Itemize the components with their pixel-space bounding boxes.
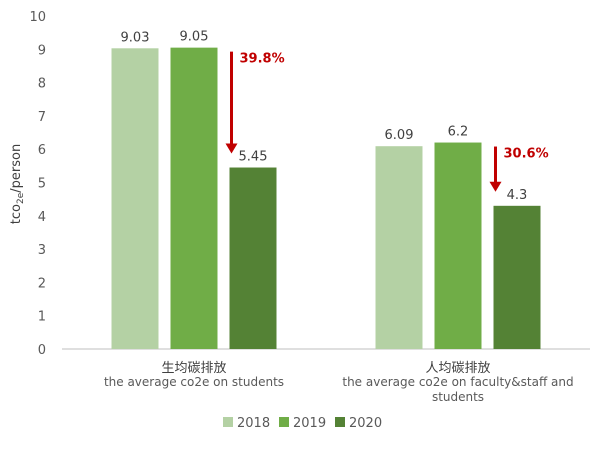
annotations: 39.8% 30.6% — [225, 51, 549, 192]
y-tick-label: 10 — [29, 10, 46, 25]
y-axis-label-suffix: /person — [9, 144, 24, 193]
legend-label: 2019 — [293, 416, 326, 431]
annotation-arrow-head — [225, 143, 238, 154]
legend-swatch — [223, 417, 233, 427]
y-tick-label: 7 — [38, 110, 46, 125]
bar-2020 — [229, 167, 277, 349]
bar-2020 — [493, 205, 541, 349]
y-tick-label: 6 — [38, 143, 46, 158]
y-axis-label-subscript: 2e — [16, 192, 26, 204]
y-tick-label: 9 — [38, 43, 46, 58]
y-axis-ticks: 0 1 2 3 4 5 6 7 8 9 10 — [29, 10, 46, 358]
annotation-percent: 39.8% — [240, 52, 285, 67]
bar-2019 — [170, 47, 218, 349]
category-label: 生均碳排放 — [161, 361, 226, 376]
data-label: 9.05 — [180, 30, 209, 45]
y-tick-label: 0 — [38, 343, 46, 358]
category-label: 人均碳排放 — [425, 361, 490, 376]
y-tick-label: 2 — [38, 276, 46, 291]
bar-2019 — [434, 142, 482, 349]
y-tick-label: 3 — [38, 243, 46, 258]
category-sublabel: students — [432, 390, 484, 404]
category-sublabel: the average co2e on students — [104, 375, 284, 389]
legend-swatch — [335, 417, 345, 427]
annotation-arrow-head — [489, 181, 502, 192]
category-sublabel: the average co2e on faculty&staff and — [342, 375, 573, 389]
y-tick-label: 1 — [38, 310, 46, 325]
data-label: 6.2 — [448, 125, 469, 140]
y-tick-label: 8 — [38, 77, 46, 92]
bar-2018 — [375, 146, 423, 349]
y-tick-label: 4 — [38, 210, 46, 225]
y-axis-label-prefix: tco — [9, 204, 24, 224]
legend-label: 2018 — [237, 416, 270, 431]
y-tick-label: 5 — [38, 177, 46, 192]
data-label: 4.3 — [507, 188, 528, 203]
data-label: 9.03 — [121, 30, 150, 45]
data-label: 5.45 — [239, 150, 268, 165]
bar-2018 — [111, 48, 159, 350]
data-label: 6.09 — [385, 128, 414, 143]
legend-swatch — [279, 417, 289, 427]
bars: 9.03 9.05 5.45 6.09 6.2 4.3 — [111, 30, 541, 350]
legend: 2018 2019 2020 — [223, 416, 382, 431]
y-axis-label: tco2e/person — [9, 144, 26, 224]
legend-label: 2020 — [349, 416, 382, 431]
annotation-percent: 30.6% — [504, 147, 549, 162]
